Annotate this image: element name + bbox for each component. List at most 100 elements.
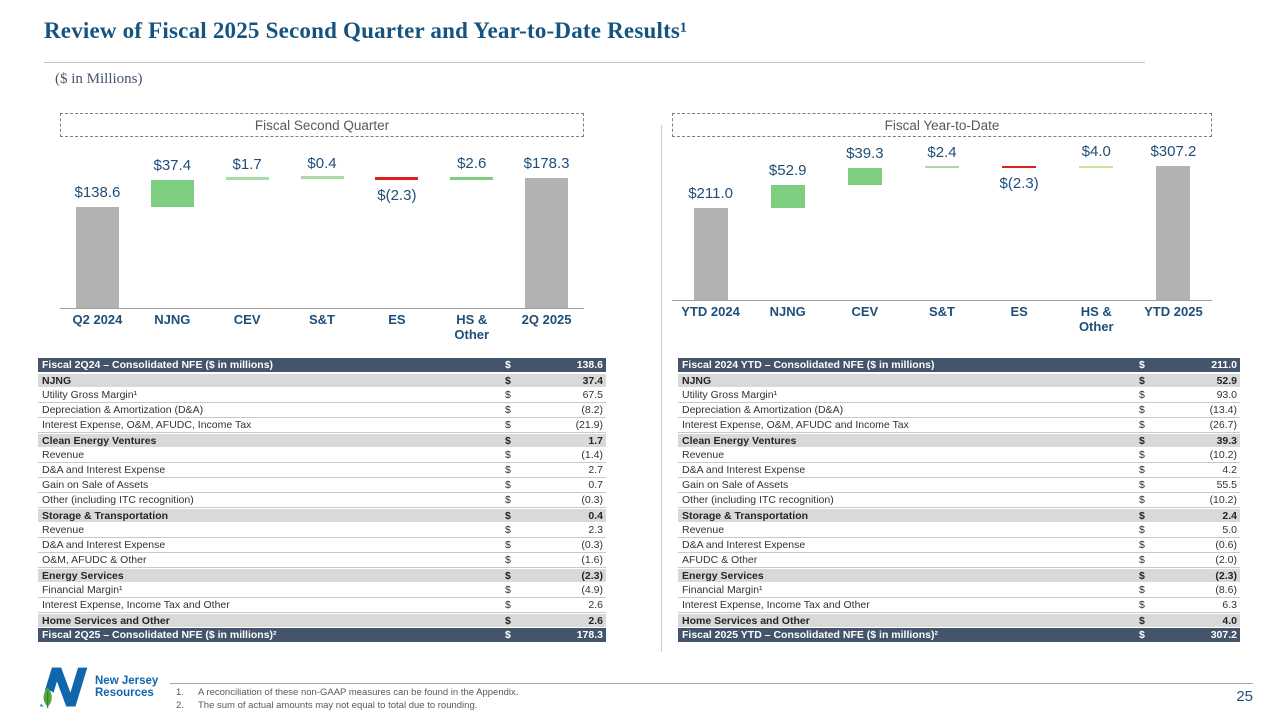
footnotes: 1. A reconciliation of these non-GAAP me… <box>176 687 518 712</box>
row-label: Energy Services <box>42 569 124 582</box>
row-label: Utility Gross Margin¹ <box>682 389 778 401</box>
row-value: (1.6) <box>581 554 603 566</box>
title-divider <box>44 62 1145 63</box>
table-row: AFUDC & Other $ (2.0) <box>678 553 1240 568</box>
bar-value-label: $307.2 <box>1150 143 1197 161</box>
row-value: 211.0 <box>1211 359 1237 371</box>
row-label: D&A and Interest Expense <box>42 464 166 476</box>
row-label: Revenue <box>682 524 725 536</box>
row-value: 5.0 <box>1222 524 1237 536</box>
row-value: (8.6) <box>1215 584 1237 596</box>
table-row: Interest Expense, Income Tax and Other $6… <box>678 598 1240 613</box>
row-value: 2.3 <box>588 524 603 536</box>
center-divider <box>661 125 662 652</box>
row-value: 39.3 <box>1216 434 1237 447</box>
chart-title: Fiscal Second Quarter <box>254 117 390 133</box>
currency-symbol: $ <box>505 509 511 522</box>
table-row: Other (including ITC recognition) $ (0.3) <box>38 493 606 508</box>
currency-symbol: $ <box>505 554 511 566</box>
row-label: Energy Services <box>682 569 764 582</box>
row-value: 37.4 <box>582 374 603 387</box>
table-row: Fiscal 2025 YTD – Consolidated NFE ($ in… <box>678 628 1240 643</box>
table-row: D&A and Interest Expense $ (0.6) <box>678 538 1240 553</box>
currency-symbol: $ <box>505 629 511 641</box>
table-row: Storage & Transportation $0.4 <box>38 508 606 523</box>
row-label: Interest Expense, O&M, AFUDC, Income Tax <box>42 419 252 431</box>
table-row: Revenue $2.3 <box>38 523 606 538</box>
chart-plot-area: $138.6 $37.4 $1.7 $0.4 $(2.3) $2.6 $178.3 <box>60 137 584 309</box>
table-row: NJNG $52.9 <box>678 373 1240 388</box>
waterfall-bar <box>1079 165 1114 169</box>
bar-value-label: $178.3 <box>523 155 570 173</box>
row-label: NJNG <box>682 374 712 387</box>
row-value: 4.0 <box>1222 614 1237 627</box>
bar-value-label: $39.3 <box>846 145 884 163</box>
row-label: AFUDC & Other <box>682 554 758 566</box>
bar-value-label: $0.4 <box>307 155 337 173</box>
fiscal-second-quarter-chart: Fiscal Second Quarter $138.6 $37.4 $1.7 $0.… <box>60 113 584 342</box>
table-row: Interest Expense, O&M, AFUDC, Income Tax… <box>38 418 606 433</box>
row-label: NJNG <box>42 374 72 387</box>
row-label: D&A and Interest Expense <box>682 464 806 476</box>
category-label: Q2 2024 <box>72 312 123 327</box>
fiscal-year-to-date-chart: Fiscal Year-to-Date $211.0 $52.9 $39.3 $2.4… <box>672 113 1212 334</box>
waterfall-bar <box>770 185 805 209</box>
category-label: HS & Other <box>454 312 490 342</box>
row-label: D&A and Interest Expense <box>682 539 806 551</box>
table-row: Depreciation & Amortization (D&A) $ (13.4) <box>678 403 1240 418</box>
row-value: (0.3) <box>581 494 603 506</box>
waterfall-bar <box>375 177 419 180</box>
currency-symbol: $ <box>1139 404 1145 416</box>
table-row: D&A and Interest Expense $4.2 <box>678 463 1240 478</box>
table-row: D&A and Interest Expense $ (0.3) <box>38 538 606 553</box>
footer-divider <box>170 683 1253 684</box>
table-row: Financial Margin¹ $ (8.6) <box>678 583 1240 598</box>
njr-logo-text: New Jersey Resources <box>95 675 158 700</box>
chart-category-axis: YTD 2024 NJNG CEV S&T ES HS & Other YTD 2025 <box>672 304 1212 334</box>
currency-symbol: $ <box>505 599 511 611</box>
category-label: ES <box>1010 304 1028 319</box>
row-label: Other (including ITC recognition) <box>682 494 834 506</box>
row-label: Fiscal 2Q24 – Consolidated NFE ($ in mil… <box>42 359 274 371</box>
row-label: Clean Energy Ventures <box>42 434 157 447</box>
waterfall-bar <box>693 208 728 300</box>
currency-symbol: $ <box>505 404 511 416</box>
row-label: Interest Expense, Income Tax and Other <box>682 599 870 611</box>
currency-symbol: $ <box>1139 419 1145 431</box>
currency-symbol: $ <box>1139 359 1145 371</box>
chart-category-axis: Q2 2024 NJNG CEV S&T ES HS & Other 2Q 2025 <box>60 312 584 342</box>
row-label: Interest Expense, Income Tax and Other <box>42 599 230 611</box>
row-label: Interest Expense, O&M, AFUDC and Income … <box>682 419 909 431</box>
table-row: Gain on Sale of Assets $0.7 <box>38 478 606 493</box>
table-row: Storage & Transportation $2.4 <box>678 508 1240 523</box>
table-row: Clean Energy Ventures $1.7 <box>38 433 606 448</box>
row-label: Fiscal 2024 YTD – Consolidated NFE ($ in… <box>682 359 935 371</box>
table-row: Revenue $5.0 <box>678 523 1240 538</box>
table-row: Utility Gross Margin¹ $93.0 <box>678 388 1240 403</box>
row-label: Other (including ITC recognition) <box>42 494 194 506</box>
table-row: Home Services and Other $2.6 <box>38 613 606 628</box>
bar-value-label: $2.6 <box>457 154 487 172</box>
row-value: (4.9) <box>581 584 603 596</box>
category-label: YTD 2025 <box>1144 304 1203 319</box>
currency-symbol: $ <box>505 539 511 551</box>
bar-value-label: $4.0 <box>1081 143 1111 161</box>
row-value: (1.4) <box>581 449 603 461</box>
row-value: 93.0 <box>1216 389 1237 401</box>
category-label: S&T <box>928 304 955 319</box>
currency-symbol: $ <box>505 569 511 582</box>
row-value: 55.5 <box>1216 479 1237 491</box>
page-title: Review of Fiscal 2025 Second Quarter and… <box>44 18 688 43</box>
currency-symbol: $ <box>1139 494 1145 506</box>
row-label: Home Services and Other <box>682 614 810 627</box>
table-row: Depreciation & Amortization (D&A) $ (8.2) <box>38 403 606 418</box>
table-row: Interest Expense, Income Tax and Other $2… <box>38 598 606 613</box>
table-row: Interest Expense, O&M, AFUDC and Income … <box>678 418 1240 433</box>
row-label: Fiscal 2Q25 – Consolidated NFE ($ in mil… <box>42 629 277 641</box>
q2-nfe-table: Fiscal 2Q24 – Consolidated NFE ($ in mil… <box>38 358 606 643</box>
chart-title-box: Fiscal Second Quarter <box>60 113 584 137</box>
waterfall-bar <box>150 179 194 207</box>
row-value: 67.5 <box>582 389 603 401</box>
row-value: 178.3 <box>576 629 603 641</box>
